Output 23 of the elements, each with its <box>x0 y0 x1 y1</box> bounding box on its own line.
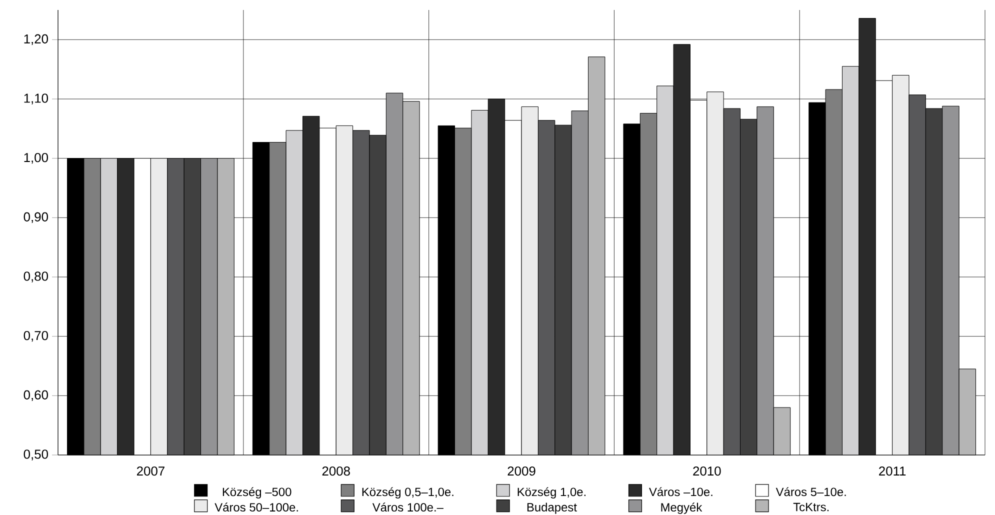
y-tick-label: 0,60 <box>24 390 48 401</box>
legend-label: Budapest <box>527 502 577 514</box>
x-tick-label: 2010 <box>693 466 721 476</box>
legend-label: Város 5–10e. <box>776 487 846 496</box>
x-tick-label: 2011 <box>879 466 906 476</box>
legend-label: Város 100e.– <box>372 502 444 512</box>
y-tick-label: 0,80 <box>24 272 48 282</box>
legend-label: Város 50–100e. <box>214 502 298 512</box>
legend-label: Község –500 <box>222 487 292 499</box>
y-tick-label: 0,90 <box>24 212 48 224</box>
y-tick-label: 0,50 <box>24 450 48 460</box>
x-tick-label: 2009 <box>508 466 536 476</box>
legend-label: Község 1,0e. <box>518 487 586 499</box>
y-tick-label: 1,20 <box>24 34 48 46</box>
y-tick-label: 1,10 <box>24 94 48 104</box>
y-tick-label: 0,70 <box>24 330 48 342</box>
legend-label: TcKtrs. <box>793 502 829 512</box>
x-tick-label: 2008 <box>322 466 350 476</box>
legend-label: Község 0,5–1,0e. <box>362 487 454 499</box>
legend-label: Megyék <box>661 502 702 514</box>
legend-label: Város –10e. <box>649 487 712 496</box>
y-tick-label: 1,00 <box>24 152 48 164</box>
x-tick-label: 2007 <box>136 466 164 476</box>
